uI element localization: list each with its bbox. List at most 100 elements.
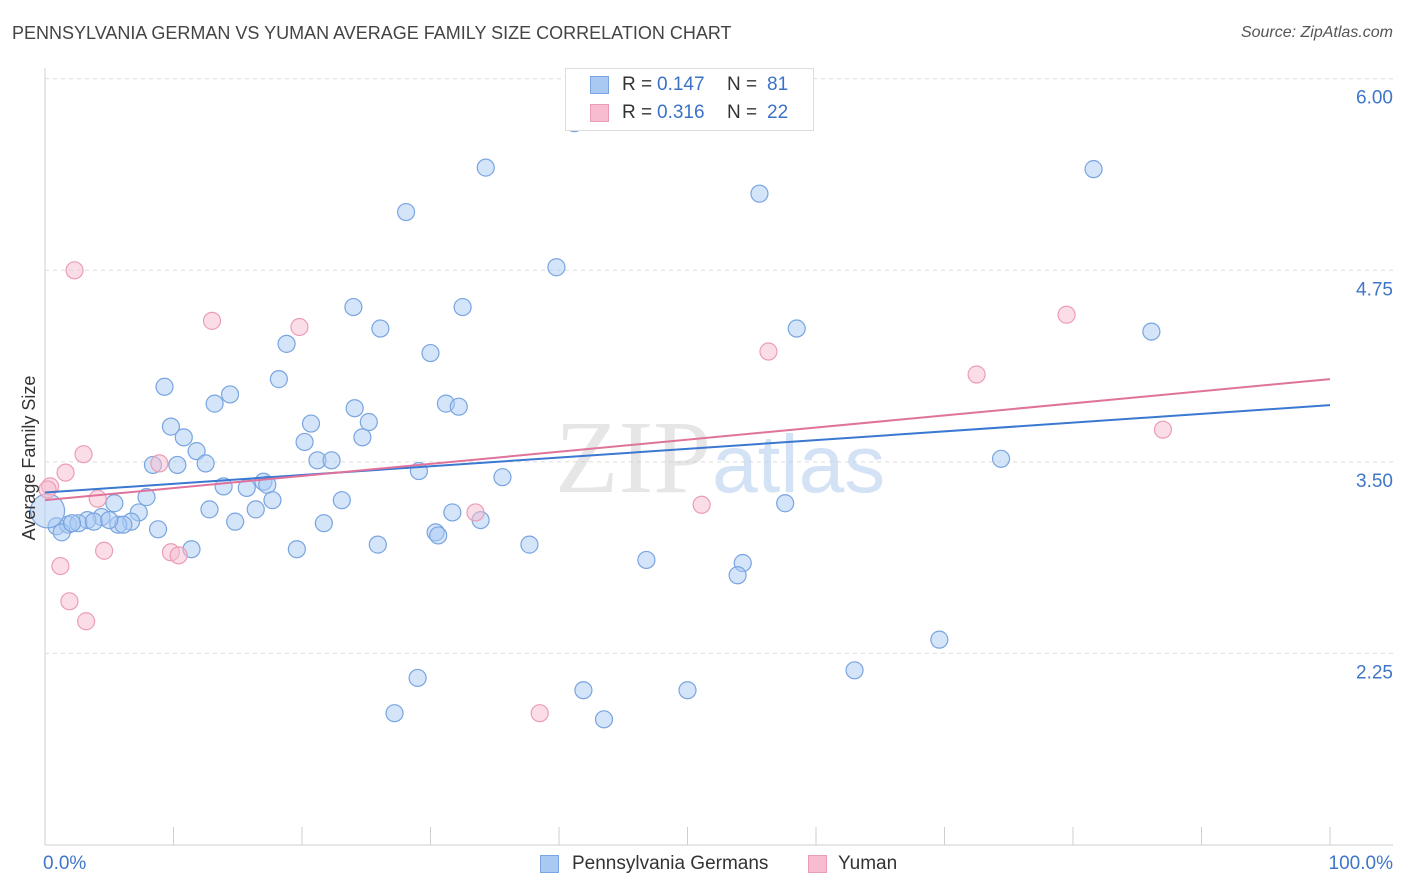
pennsylvania-germans-point	[263, 491, 282, 510]
pennsylvania-germans-point	[776, 494, 795, 513]
pennsylvania-germans-point	[314, 514, 333, 533]
yuman-point	[169, 546, 188, 565]
y-tick-label: 2.25	[1356, 662, 1393, 683]
pennsylvania-germans-point	[353, 428, 372, 447]
yuman-point	[530, 704, 549, 723]
pennsylvania-germans-swatch	[590, 76, 609, 94]
yuman-point	[466, 503, 485, 522]
y-tick-labels: 6.00 4.75 3.50 2.25	[1356, 88, 1393, 684]
pennsylvania-germans-points	[29, 114, 1161, 729]
yuman-point	[150, 454, 169, 473]
pennsylvania-germans-point	[476, 158, 495, 177]
r-value: 0.316	[657, 102, 705, 123]
x-max-label: 100.0%	[1329, 853, 1394, 874]
pennsylvania-germans-point	[520, 535, 539, 554]
pennsylvania-germans-point	[295, 432, 314, 452]
yuman-point	[1153, 420, 1173, 439]
yuman-points	[38, 261, 1173, 723]
pennsylvania-germans-point	[168, 455, 187, 475]
r-value: 0.147	[657, 74, 705, 95]
pennsylvania-germans-point	[371, 319, 390, 338]
yuman-point	[202, 311, 222, 330]
yuman-point	[60, 592, 79, 611]
yuman-point	[692, 495, 711, 514]
pennsylvania-germans-point	[332, 491, 351, 510]
pennsylvania-germans-point	[246, 500, 265, 519]
pennsylvania-germans-point	[594, 710, 614, 729]
pennsylvania-germans-point	[991, 449, 1011, 468]
pennsylvania-germans-point	[287, 540, 306, 559]
y-axis-title: Average Family Size	[19, 376, 39, 541]
pennsylvania-germans-point	[359, 412, 378, 432]
source-credit: Source: ZipAtlas.com	[1240, 24, 1393, 41]
n-value: 22	[767, 102, 789, 123]
pennsylvania-germans-point	[547, 258, 566, 277]
pennsylvania-germans-point	[200, 500, 219, 519]
y-tick-label: 3.50	[1356, 471, 1393, 492]
yuman-point	[759, 342, 778, 361]
pennsylvania-germans-point	[678, 681, 697, 700]
r-label: R =	[622, 102, 653, 123]
pennsylvania-germans-point	[421, 343, 440, 363]
yuman-point	[88, 489, 107, 508]
n-label: N =	[727, 74, 758, 95]
pennsylvania-germans-point	[105, 494, 124, 513]
yuman-point	[38, 480, 57, 499]
pennsylvania-germans-point	[220, 385, 240, 404]
pennsylvania-germans-point	[930, 630, 949, 649]
pennsylvania-germans-point	[161, 417, 181, 436]
pennsylvania-germans-point	[344, 297, 363, 317]
y-tick-label: 4.75	[1356, 279, 1393, 300]
pennsylvania-germans-point	[637, 550, 656, 570]
chart-title: PENNSYLVANIA GERMAN VS YUMAN AVERAGE FAM…	[12, 23, 732, 43]
pennsylvania-germans-point	[277, 334, 296, 353]
pennsylvania-germans-point	[84, 512, 103, 531]
pennsylvania-germans-point	[62, 514, 82, 533]
yuman-point	[51, 556, 70, 576]
pennsylvania-germans-point	[301, 414, 321, 433]
y-tick-label: 6.00	[1356, 88, 1393, 109]
pennsylvania-germans-point	[443, 503, 462, 522]
x-min-label: 0.0%	[43, 853, 86, 874]
pennsylvania-germans-point	[148, 520, 168, 539]
pennsylvania-germans-point	[174, 428, 193, 447]
pennsylvania-germans-point	[205, 394, 224, 413]
pennsylvania-germans-point	[449, 397, 468, 416]
r-label: R =	[622, 74, 653, 95]
pennsylvania-germans-point	[408, 668, 427, 688]
watermark: ZIP atlas	[555, 400, 885, 515]
pennsylvania-germans-point	[845, 661, 864, 680]
pennsylvania-germans-point	[137, 488, 156, 507]
yuman-point	[290, 317, 309, 337]
pennsylvania-germans-point	[322, 451, 341, 470]
yuman-point	[1057, 305, 1076, 324]
pennsylvania-germans-point	[493, 468, 512, 487]
stats-legend: R = 0.147 N = 81 R = 0.316 N = 22	[565, 68, 814, 131]
pennsylvania-germans-point	[269, 370, 288, 389]
yuman-trend-line	[44, 378, 1331, 502]
pennsylvania-germans-trend-line	[44, 404, 1331, 494]
pennsylvania-germans-point	[155, 377, 174, 396]
pennsylvania-germans-point	[226, 512, 245, 531]
pennsylvania-germans-point	[453, 297, 472, 317]
pennsylvania-germans-point	[368, 535, 387, 554]
watermark-zip: ZIP	[555, 400, 711, 515]
pennsylvania-germans-point	[187, 442, 206, 461]
gridlines	[45, 78, 1393, 654]
n-label: N =	[727, 102, 758, 123]
pennsylvania-germans-point	[345, 399, 364, 418]
pennsylvania-germans-point	[429, 526, 448, 545]
pennsylvania-germans-point	[396, 202, 416, 222]
pennsylvania-germans-point	[1142, 322, 1161, 341]
pennsylvania-germans-point	[750, 184, 769, 203]
pennsylvania-germans-point	[385, 704, 404, 723]
yuman-point	[56, 463, 75, 482]
yuman-point	[65, 261, 84, 280]
pennsylvania-germans-point	[728, 566, 747, 585]
yuman-point	[74, 445, 93, 464]
yuman-point	[967, 365, 986, 384]
n-value: 81	[767, 74, 789, 95]
pennsylvania-germans-point	[574, 681, 593, 700]
pennsylvania-germans-point	[787, 319, 806, 338]
